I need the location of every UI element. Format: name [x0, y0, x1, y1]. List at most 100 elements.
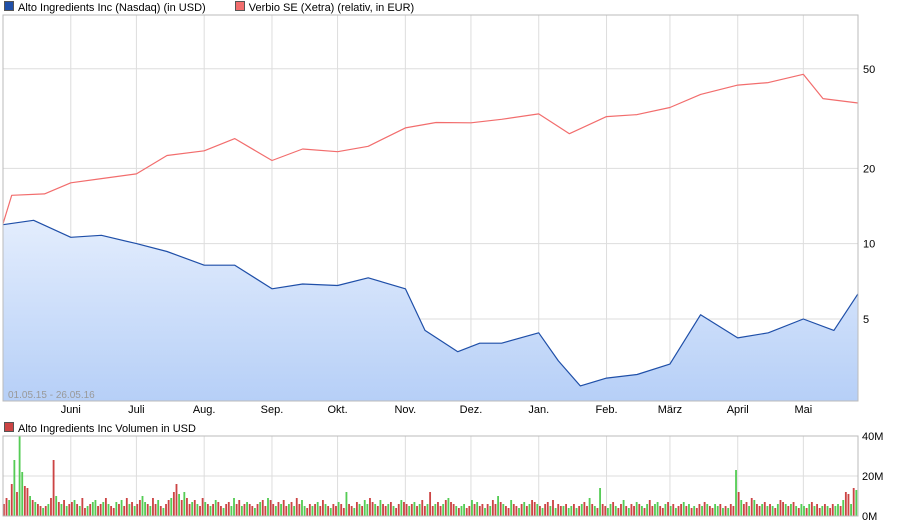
volume-bar [220, 506, 222, 516]
volume-bar [633, 506, 635, 516]
volume-bar [102, 502, 105, 516]
top-legend: Alto Ingredients Inc (Nasdaq) (in USD) V… [4, 1, 440, 15]
volume-bar [332, 504, 335, 516]
volume-bar [264, 506, 267, 516]
volume-bar [505, 506, 507, 516]
volume-bar [384, 506, 387, 516]
volume-bar [227, 502, 230, 516]
volume-bar [816, 504, 818, 516]
volume-bar [191, 502, 194, 516]
volume-bar [847, 494, 850, 516]
volume-bar [81, 498, 84, 516]
volume-bar [541, 508, 544, 516]
volume-bar [839, 506, 842, 516]
volume-bar [837, 504, 839, 516]
volume-bar [282, 500, 285, 516]
volume-bar [552, 500, 554, 516]
volume-bar [159, 506, 162, 516]
volume-bar [850, 504, 852, 516]
volume-bar [557, 504, 560, 516]
volume-bar [444, 500, 447, 516]
volume-bar [301, 500, 303, 516]
volume-bar [439, 506, 442, 516]
volume-bar [311, 506, 314, 516]
volume-bar [688, 504, 690, 516]
volume-bar [243, 504, 246, 516]
volume-bar [591, 504, 594, 516]
volume-bar [277, 502, 280, 516]
volume-bar [455, 506, 458, 516]
x-tick-label: April [727, 404, 749, 416]
volume-bar [240, 506, 243, 516]
volume-bar [78, 506, 81, 516]
volume-bar [120, 500, 123, 516]
volume-bar [8, 500, 11, 516]
volume-bar [758, 506, 761, 516]
volume-bar [654, 504, 656, 516]
volume-bar [735, 470, 737, 516]
volume-bar [104, 498, 107, 516]
volume-bar [510, 500, 513, 516]
volume-bar [335, 506, 337, 516]
volume-bar [842, 500, 845, 516]
volume-bar [84, 508, 86, 516]
volume-bar [405, 504, 408, 516]
volume-bar [65, 506, 68, 516]
volume-bar [434, 504, 437, 516]
volume-bar [685, 506, 688, 516]
volume-bar [131, 502, 133, 516]
volume-bar [280, 504, 282, 516]
volume-bar [387, 504, 390, 516]
volume-bar [732, 506, 735, 516]
volume-bar [340, 504, 343, 516]
volume-bar [57, 502, 60, 516]
volume-bar [408, 506, 411, 516]
volume-bar [180, 500, 183, 516]
volume-bar [18, 436, 21, 516]
volume-bar [416, 506, 418, 516]
volume-bar [774, 508, 777, 516]
volume-bar [196, 504, 199, 516]
volume-bar [690, 508, 693, 516]
volume-bar [748, 506, 751, 516]
volume-bar [50, 498, 52, 516]
volume-bar [327, 506, 330, 516]
volume-bar [776, 504, 779, 516]
volume-bar [94, 500, 97, 516]
volume-bar [596, 508, 599, 516]
volume-bar [800, 504, 803, 516]
volume-bar [539, 506, 541, 516]
price-frame [2, 14, 859, 402]
volume-bar [716, 506, 719, 516]
volume-bar [123, 506, 126, 516]
y-tick-label: 10 [863, 239, 875, 251]
volume-bar [238, 500, 241, 516]
volume-bar [36, 504, 39, 516]
volume-bar [167, 500, 170, 516]
volume-bar [361, 506, 364, 516]
volume-bar [824, 504, 826, 516]
volume-bar [437, 502, 439, 516]
volume-bar [630, 504, 633, 516]
volume-bar [769, 504, 771, 516]
volume-bar [520, 504, 523, 516]
volume-bar [298, 504, 301, 516]
price-series [2, 73, 859, 401]
volume-bar [518, 508, 520, 516]
volume-bar [199, 506, 201, 516]
volume-bar [157, 500, 160, 516]
volume-bar [640, 506, 643, 516]
volume-bar [491, 500, 494, 516]
volume-bar [369, 498, 371, 516]
volume-bar [188, 504, 191, 516]
volume-bar [324, 504, 327, 516]
volume-bar [507, 508, 510, 516]
volume-bar [290, 502, 293, 516]
volume-bar [303, 506, 306, 516]
y-tick-label: 50 [863, 64, 875, 76]
volume-bar [400, 500, 403, 516]
volume-bar [795, 506, 798, 516]
volume-bar [306, 508, 309, 516]
legend-label-verbio: Verbio SE (Xetra) (relativ, in EUR) [248, 2, 415, 14]
